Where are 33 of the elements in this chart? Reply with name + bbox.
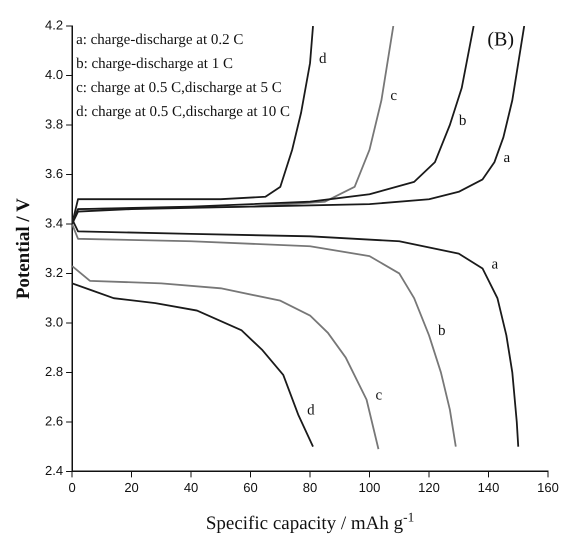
annotation: a (492, 256, 499, 272)
annotation: d (319, 51, 328, 68)
y-axis-title: Potential / V (12, 198, 34, 300)
annotation: b: charge-discharge at 1 C (76, 56, 233, 72)
y-tick-label: 3.6 (44, 166, 64, 182)
x-tick-label: 0 (68, 480, 76, 495)
chart-title: (B) (487, 28, 514, 50)
x-tick-label: 160 (537, 480, 559, 495)
x-tick-label: 60 (243, 480, 258, 495)
y-tick-label: 3.2 (44, 265, 64, 280)
annotation: d (307, 402, 316, 418)
x-tick-label: 140 (478, 480, 500, 495)
annotation: c (376, 388, 383, 404)
y-tick-label: 3.8 (44, 116, 64, 132)
x-tick-label: 80 (302, 480, 318, 495)
y-tick-label: 2.8 (44, 364, 64, 379)
annotation: c: charge at 0.5 C,discharge at 5 C (76, 80, 282, 96)
x-tick-label: 20 (124, 480, 139, 495)
annotation: c (390, 88, 398, 104)
annotation: b (438, 323, 446, 340)
y-tick-label: 3.4 (44, 216, 64, 231)
y-tick-label: 2.4 (44, 462, 64, 478)
y-tick-label: 4.0 (44, 67, 64, 82)
x-tick-label: 40 (184, 480, 198, 495)
y-tick-label: 3.0 (44, 314, 64, 330)
x-tick-label: 100 (358, 480, 380, 495)
annotation: b (458, 112, 466, 129)
y-tick-label: 4.2 (44, 18, 64, 33)
annotation: a (503, 150, 510, 166)
annotation: a: charge-discharge at 0.2 C (76, 32, 244, 48)
x-tick-label: 120 (418, 480, 440, 495)
annotation: d: charge at 0.5 C,discharge at 10 C (76, 104, 290, 120)
y-tick-label: 2.6 (44, 413, 64, 428)
